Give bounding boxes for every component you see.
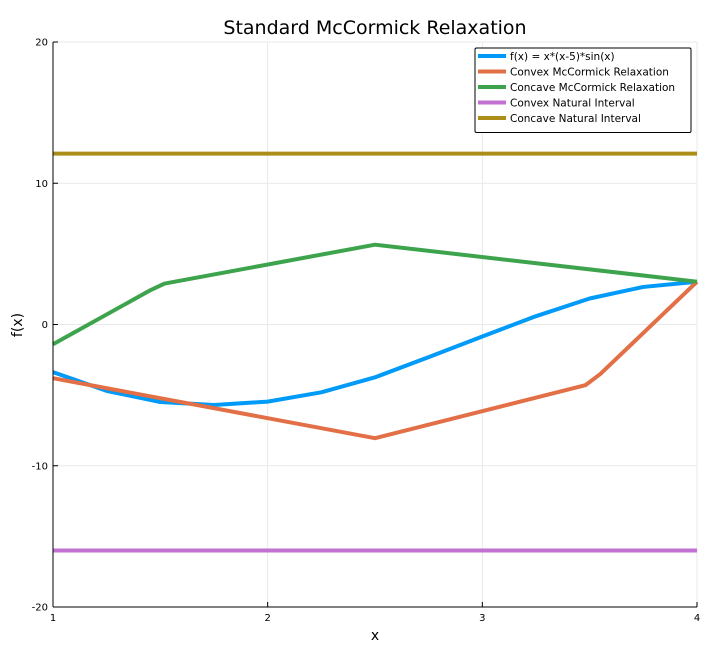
y-tick-label: 10 — [35, 179, 48, 190]
series-line-0 — [52, 279, 698, 408]
y-tick-label: 20 — [35, 38, 48, 49]
y-tick-label: 0 — [42, 320, 48, 331]
y-tick-label: -10 — [32, 461, 48, 472]
x-tick-label: 3 — [479, 613, 485, 624]
legend-label-0: f(x) = x*(x-5)*sin(x) — [510, 51, 615, 63]
legend-label-2: Concave McCormick Relaxation — [510, 82, 675, 94]
x-tick-label: 2 — [264, 613, 270, 624]
y-axis-title: f(x) — [10, 313, 26, 337]
x-tick-label: 4 — [694, 613, 700, 624]
x-axis-title: x — [371, 628, 379, 644]
axes — [52, 41, 698, 608]
y-tick-label: -20 — [32, 603, 48, 614]
legend-box — [474, 47, 692, 133]
series-lines — [52, 151, 699, 553]
x-tick-label: 1 — [50, 613, 56, 624]
legend: f(x) = x*(x-5)*sin(x) Convex McCormick Re… — [474, 47, 692, 133]
series-line-1 — [52, 280, 699, 441]
series-line-2 — [52, 242, 698, 347]
legend-label-3: Convex Natural Interval — [510, 97, 635, 109]
tick-labels: 1 2 3 4 -20 -10 0 10 20 — [32, 38, 701, 625]
legend-label-1: Convex McCormick Relaxation — [510, 66, 669, 78]
legend-label-4: Concave Natural Interval — [510, 113, 641, 125]
chart-title: Standard McCormick Relaxation — [223, 17, 526, 39]
